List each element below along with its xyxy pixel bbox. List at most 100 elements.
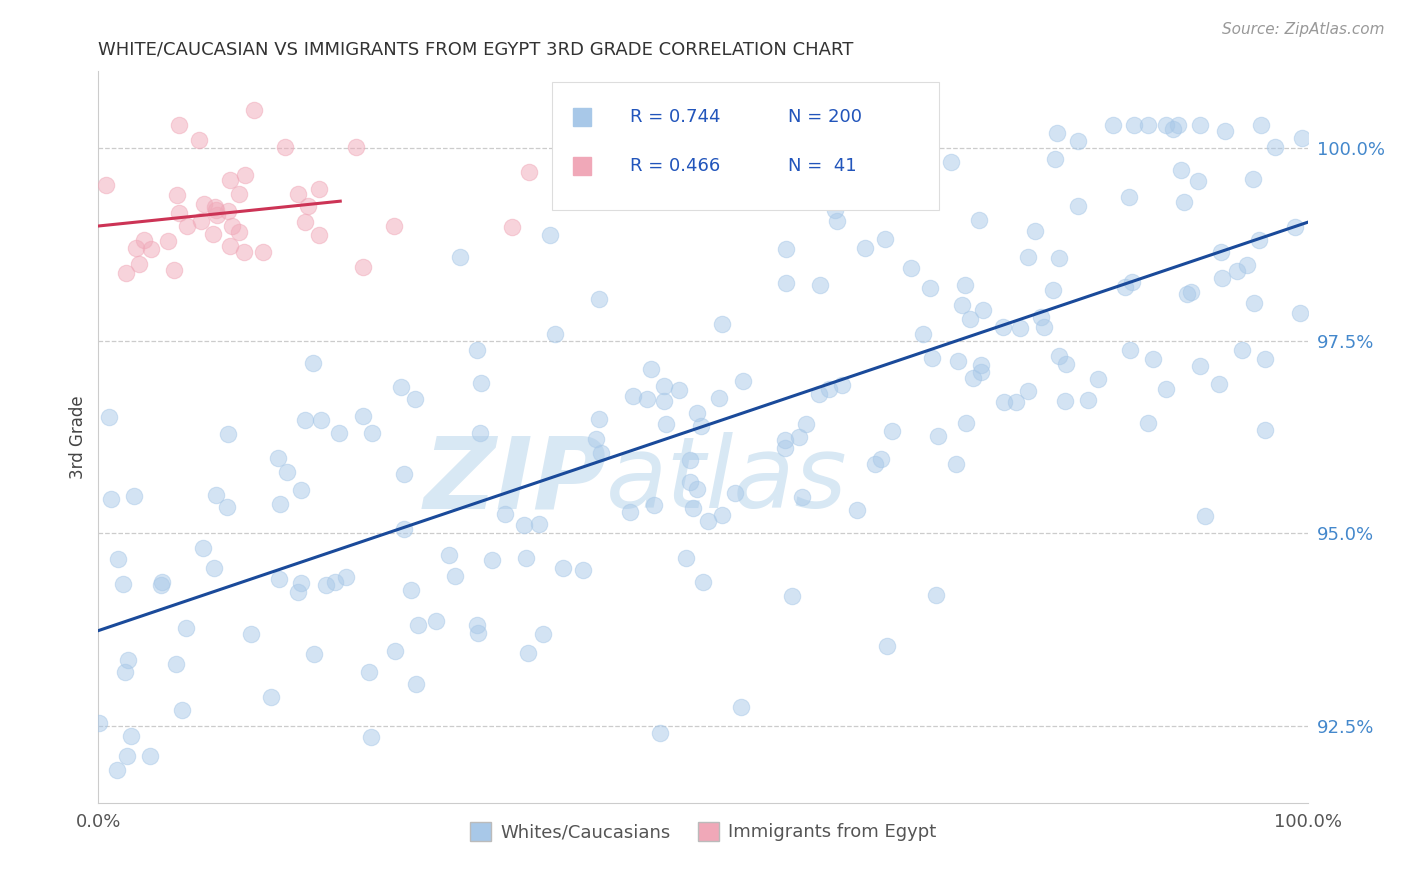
Point: [1254, 351, 1277, 366]
Point: [824, 202, 846, 217]
Point: [120, 729, 142, 743]
Point: [328, 426, 350, 441]
Point: [1213, 124, 1236, 138]
Point: [167, 206, 190, 220]
Point: [205, 488, 228, 502]
Point: [132, 233, 155, 247]
Point: [679, 475, 702, 489]
Point: [696, 514, 718, 528]
Point: [1047, 251, 1070, 265]
Point: [876, 639, 898, 653]
Point: [1136, 118, 1159, 132]
Point: [449, 250, 471, 264]
Point: [875, 232, 897, 246]
Point: [531, 627, 554, 641]
Point: [1247, 234, 1270, 248]
Y-axis label: 3rd Grade: 3rd Grade: [69, 395, 87, 479]
Point: [551, 560, 574, 574]
Point: [384, 644, 406, 658]
Point: [1156, 382, 1178, 396]
Point: [128, 257, 150, 271]
Point: [853, 241, 876, 255]
Point: [970, 365, 993, 379]
Point: [950, 297, 973, 311]
Point: [817, 382, 839, 396]
Point: [962, 371, 984, 385]
Point: [1187, 173, 1209, 187]
Point: [392, 467, 415, 481]
Point: [636, 392, 658, 406]
Point: [1054, 357, 1077, 371]
Point: [1136, 416, 1159, 430]
Point: [912, 327, 935, 342]
Point: [643, 498, 665, 512]
Point: [243, 103, 266, 117]
Point: [652, 379, 675, 393]
Point: [948, 354, 970, 368]
Point: [125, 241, 148, 255]
Point: [193, 197, 215, 211]
Point: [191, 541, 214, 555]
Point: [972, 303, 994, 318]
Point: [323, 575, 346, 590]
Point: [831, 378, 853, 392]
Point: [352, 260, 374, 274]
Point: [654, 393, 676, 408]
Point: [1032, 319, 1054, 334]
Point: [927, 429, 949, 443]
Point: [1123, 118, 1146, 132]
Point: [780, 590, 803, 604]
Point: [1087, 372, 1109, 386]
Point: [1017, 250, 1039, 264]
Point: [382, 219, 405, 233]
Point: [621, 389, 644, 403]
Point: [619, 505, 641, 519]
Point: [165, 657, 187, 671]
Point: [991, 320, 1014, 334]
Point: [679, 453, 702, 467]
Point: [692, 574, 714, 589]
Point: [228, 186, 250, 201]
Point: [905, 140, 928, 154]
Point: [527, 516, 550, 531]
Point: [150, 575, 173, 590]
Point: [1043, 153, 1066, 167]
Point: [399, 583, 422, 598]
Point: [217, 500, 239, 515]
Point: [588, 293, 610, 307]
Point: [150, 578, 173, 592]
Point: [174, 621, 197, 635]
Point: [294, 214, 316, 228]
Point: [682, 501, 704, 516]
Point: [112, 576, 135, 591]
Point: [1173, 195, 1195, 210]
Point: [361, 426, 384, 441]
Point: [1253, 423, 1275, 437]
Point: [1264, 139, 1286, 153]
Point: [775, 276, 797, 290]
Point: [707, 391, 730, 405]
Point: [204, 560, 226, 574]
Point: [115, 749, 138, 764]
Point: [877, 118, 900, 132]
Point: [1046, 126, 1069, 140]
Text: N = 200: N = 200: [787, 109, 862, 127]
Point: [870, 451, 893, 466]
Point: [269, 572, 291, 586]
Point: [690, 418, 713, 433]
Point: [267, 450, 290, 465]
Point: [1066, 199, 1088, 213]
Point: [100, 492, 122, 507]
Text: R = 0.744: R = 0.744: [630, 109, 721, 127]
Point: [730, 700, 752, 714]
Point: [308, 182, 330, 196]
Point: [201, 227, 224, 241]
Point: [260, 690, 283, 704]
Point: [105, 764, 128, 778]
Point: [955, 277, 977, 292]
Point: [825, 214, 848, 228]
Point: [117, 653, 139, 667]
Text: WHITE/CAUCASIAN VS IMMIGRANTS FROM EGYPT 3RD GRADE CORRELATION CHART: WHITE/CAUCASIAN VS IMMIGRANTS FROM EGYPT…: [98, 41, 853, 59]
Point: [1161, 121, 1184, 136]
Point: [252, 244, 274, 259]
